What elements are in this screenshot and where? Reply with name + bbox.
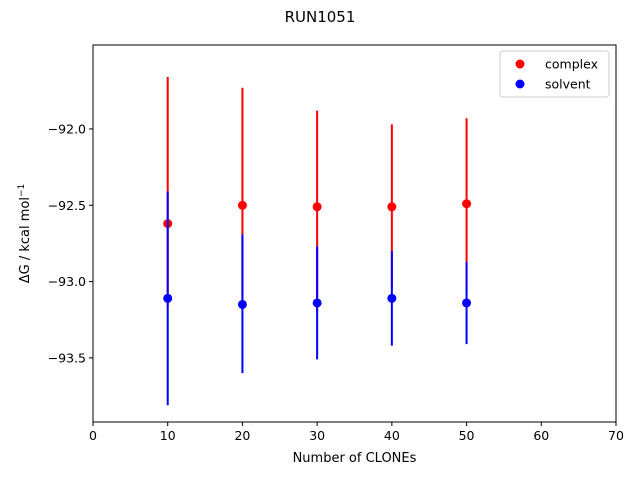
solvent-point (163, 293, 173, 303)
x-tick-label: 40 (384, 428, 400, 443)
plot-area (163, 77, 472, 406)
legend-box (499, 50, 610, 98)
x-tick-label: 10 (160, 428, 176, 443)
solvent-point (237, 299, 247, 309)
legend-marker-complex (515, 59, 525, 69)
y-axis-title-superscript: −1 (17, 184, 27, 197)
legend-label-complex: complex (545, 57, 598, 72)
y-axis-title: ΔG / kcal mol−1 (17, 184, 33, 284)
y-tick-label: −93.5 (48, 350, 86, 365)
legend-label-solvent: solvent (545, 77, 591, 92)
x-tick-label: 30 (309, 428, 325, 443)
y-tick-label: −93.0 (48, 274, 86, 289)
solvent-point (387, 293, 397, 303)
solvent-point (312, 298, 322, 308)
complex-point (312, 202, 322, 212)
x-axis: 0 10 20 30 40 50 60 70 (89, 422, 624, 443)
y-tick-label: −92.5 (48, 198, 86, 213)
x-tick-label: 50 (459, 428, 475, 443)
x-tick-label: 70 (608, 428, 624, 443)
legend-marker-solvent (515, 79, 525, 89)
solvent-point (462, 298, 472, 308)
series-solvent (163, 191, 472, 406)
legend: complex solvent (499, 50, 610, 98)
x-tick-label: 60 (533, 428, 549, 443)
complex-point (387, 202, 397, 212)
x-tick-label: 20 (234, 428, 250, 443)
x-axis-title: Number of CLONEs (293, 451, 417, 466)
complex-point (462, 199, 472, 209)
chart-title: RUN1051 (285, 8, 356, 26)
y-axis: −92.0 −92.5 −93.0 −93.5 (48, 121, 93, 365)
axes-frame (92, 44, 617, 423)
y-axis-title-text: ΔG / kcal mol (18, 197, 33, 283)
y-tick-label: −92.0 (48, 121, 86, 136)
complex-point (237, 200, 247, 210)
x-tick-label: 0 (89, 428, 97, 443)
